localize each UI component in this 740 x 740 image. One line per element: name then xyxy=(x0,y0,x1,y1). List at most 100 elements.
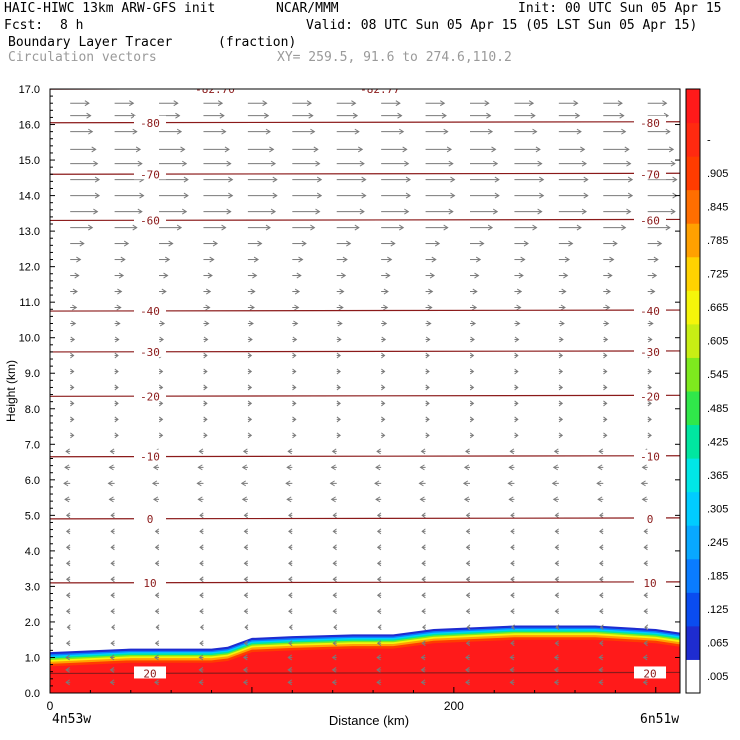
wind-vector xyxy=(376,592,382,599)
wind-vector xyxy=(509,448,515,455)
wind-vector xyxy=(425,146,453,153)
wind-vector xyxy=(640,480,648,487)
wind-vector xyxy=(114,192,145,199)
wind-vector xyxy=(336,352,341,359)
wind-vector xyxy=(470,146,497,153)
isotherm--82.77: -82.77 xyxy=(50,83,429,96)
colorbar-swatch xyxy=(686,558,700,593)
wind-vector xyxy=(243,608,248,615)
wind-vector xyxy=(647,208,676,215)
wind-vector xyxy=(292,100,312,107)
wind-vector xyxy=(154,528,160,535)
wind-vector xyxy=(603,368,608,375)
wind-vector xyxy=(643,640,648,647)
wind-vector xyxy=(509,679,515,686)
wind-vector xyxy=(421,592,426,599)
wind-vector xyxy=(554,640,559,647)
colorbar-swatch xyxy=(686,89,700,124)
isotherm-label: 10 xyxy=(143,577,156,590)
wind-vector xyxy=(114,384,119,391)
wind-vector xyxy=(469,368,475,375)
wind-vector xyxy=(336,272,347,279)
wind-vector xyxy=(514,128,538,135)
wind-vector xyxy=(109,654,115,661)
isotherm-label: -82.77 xyxy=(360,83,400,96)
wind-vector xyxy=(425,304,433,311)
wind-vector xyxy=(381,160,410,167)
wind-vector xyxy=(159,112,181,119)
wind-vector xyxy=(292,400,297,407)
wind-vector xyxy=(114,400,119,407)
wind-vector xyxy=(65,528,71,535)
wind-vector xyxy=(376,640,382,647)
wind-vector xyxy=(336,240,352,247)
wind-vector xyxy=(203,320,210,327)
field-units: (fraction) xyxy=(218,35,297,50)
wind-vector xyxy=(241,496,248,503)
wind-vector xyxy=(203,384,208,391)
colorbar-label: .605 xyxy=(707,336,728,348)
wind-vector xyxy=(70,256,82,263)
wind-vector xyxy=(642,679,648,686)
wind-vector xyxy=(70,146,97,153)
wind-vector xyxy=(158,416,164,423)
wind-vector xyxy=(286,496,293,503)
wind-vector xyxy=(247,288,256,295)
wind-vector xyxy=(603,240,618,247)
wind-vector xyxy=(247,146,275,153)
wind-vector xyxy=(159,224,183,231)
wind-vector xyxy=(514,256,526,263)
wind-vector xyxy=(332,544,337,551)
wind-vector xyxy=(465,560,471,567)
wind-vector xyxy=(514,146,541,153)
colorbar-swatch xyxy=(686,290,700,325)
colorbar-swatch xyxy=(686,491,700,526)
wind-vector xyxy=(514,400,519,407)
wind-vector xyxy=(288,608,293,615)
wind-vector xyxy=(292,352,297,359)
isotherm-label: -40 xyxy=(640,305,660,318)
wind-vector xyxy=(70,304,78,311)
wind-vector xyxy=(199,608,204,615)
isotherm--82.70: -82.70 xyxy=(50,89,429,96)
wind-vector xyxy=(558,272,569,279)
wind-vector xyxy=(247,128,271,135)
wind-vector xyxy=(110,528,115,535)
wind-vector xyxy=(203,256,215,263)
wind-vector xyxy=(247,320,254,327)
wind-vector xyxy=(292,256,304,263)
wind-vector xyxy=(470,208,499,215)
wind-vector xyxy=(110,608,115,615)
wind-vector xyxy=(514,384,519,391)
wind-vector xyxy=(374,480,382,487)
wind-vector xyxy=(558,192,589,199)
colorbar-swatch xyxy=(686,458,700,493)
wind-vector xyxy=(554,560,559,567)
wind-vector xyxy=(381,112,403,119)
wind-vector xyxy=(470,272,480,279)
wind-vector xyxy=(197,496,204,503)
wind-vector xyxy=(647,160,676,167)
y-tick-label: 2.0 xyxy=(25,617,40,629)
wind-vector xyxy=(425,272,436,279)
wind-vector xyxy=(70,416,75,423)
wind-vector xyxy=(603,160,632,167)
wind-vector xyxy=(243,592,248,599)
wind-vector xyxy=(647,224,671,231)
wind-vector xyxy=(155,624,160,631)
wind-vector xyxy=(470,304,478,311)
wind-vector xyxy=(558,176,589,183)
wind-vector xyxy=(247,368,253,375)
wind-vector xyxy=(647,384,652,391)
wind-vector xyxy=(465,512,471,519)
wind-vector xyxy=(70,208,99,215)
wind-vector xyxy=(558,208,587,215)
wind-vector xyxy=(336,128,360,135)
wind-vector xyxy=(558,416,564,423)
wind-vector xyxy=(108,464,115,471)
wind-vector xyxy=(381,352,386,359)
wind-vector xyxy=(558,128,582,135)
wind-vector xyxy=(647,192,678,199)
wind-vector xyxy=(65,608,71,615)
wind-vector xyxy=(598,654,604,661)
